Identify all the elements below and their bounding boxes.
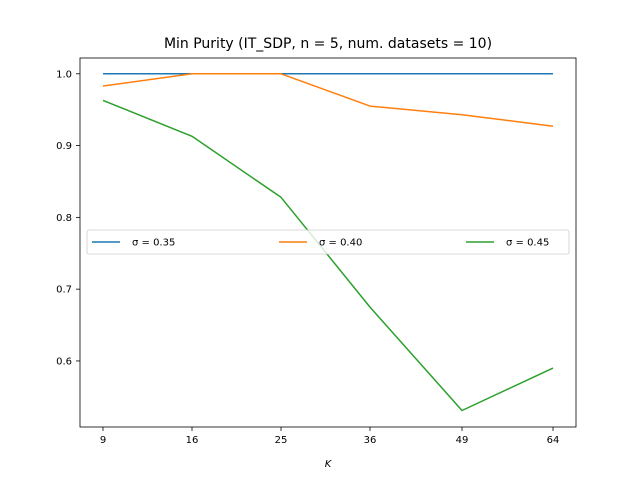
x-axis-label: K: [325, 459, 333, 470]
y-tick-label: 0.8: [56, 213, 72, 224]
legend-box: [86, 229, 570, 255]
x-axis: 9 16 25 36 49 64: [100, 427, 560, 446]
y-tick-label: 0.9: [56, 141, 72, 152]
x-tick-label: 16: [186, 435, 199, 446]
series-line-3: [102, 99, 554, 412]
y-tick-label: 0.7: [56, 285, 72, 296]
plot-area-frame: [79, 57, 577, 428]
legend-label-2: σ = 0.40: [319, 238, 362, 249]
series-line-2: [102, 73, 554, 127]
x-tick-label: 9: [100, 435, 106, 446]
legend: σ = 0.35 σ = 0.40 σ = 0.45: [86, 229, 570, 255]
legend-label-1: σ = 0.35: [132, 238, 175, 249]
x-tick-label: 25: [275, 435, 288, 446]
x-tick-label: 36: [364, 435, 377, 446]
y-tick-label: 1.0: [56, 69, 72, 80]
x-tick-label: 49: [456, 435, 469, 446]
legend-label-3: σ = 0.45: [506, 238, 549, 249]
chart-title: Min Purity (IT_SDP, n = 5, num. datasets…: [164, 36, 492, 52]
y-tick-label: 0.6: [56, 356, 72, 367]
x-tick-label: 64: [547, 435, 560, 446]
y-axis: 0.6 0.7 0.8 0.9 1.0: [56, 69, 80, 367]
